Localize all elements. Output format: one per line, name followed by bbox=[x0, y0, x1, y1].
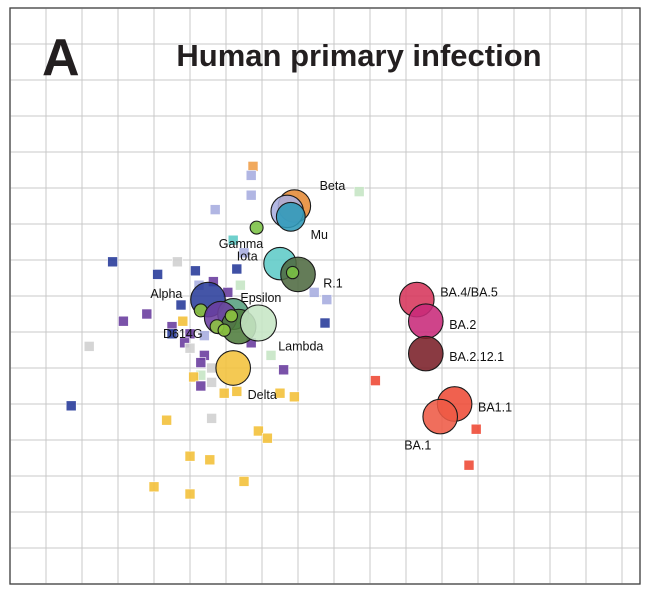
serum-point bbox=[206, 362, 217, 374]
serum-point bbox=[195, 380, 207, 392]
antigen-point bbox=[224, 309, 239, 323]
serum-point bbox=[319, 317, 331, 329]
serum-point bbox=[204, 454, 216, 466]
serum-point bbox=[148, 481, 160, 493]
antigen-point bbox=[275, 201, 306, 232]
antigen-label: Epsilon bbox=[240, 291, 281, 305]
antigen-point bbox=[285, 265, 300, 280]
serum-point bbox=[161, 414, 172, 426]
serum-point bbox=[107, 256, 118, 268]
antigen-label: D614G bbox=[163, 327, 203, 341]
antigen-label: Beta bbox=[320, 179, 346, 193]
serum-point bbox=[65, 400, 77, 412]
serum-point bbox=[238, 476, 250, 487]
serum-point bbox=[177, 315, 189, 327]
serum-point bbox=[235, 279, 246, 291]
serum-point bbox=[253, 425, 264, 437]
antigen-label: BA.1 bbox=[404, 438, 431, 452]
antigen-label: BA1.1 bbox=[478, 401, 512, 415]
chart-title: Human primary infection bbox=[176, 38, 541, 73]
serum-point bbox=[195, 357, 207, 368]
antigen-label: R.1 bbox=[323, 276, 343, 290]
antigen-point bbox=[217, 323, 231, 337]
serum-point bbox=[172, 256, 183, 268]
serum-point bbox=[227, 234, 239, 246]
antigen-point bbox=[215, 350, 252, 386]
serum-point bbox=[262, 432, 273, 444]
serum-point bbox=[278, 364, 289, 376]
serum-point bbox=[308, 287, 320, 298]
antigen-label: Iota bbox=[237, 249, 258, 263]
antigen-label: Delta bbox=[248, 388, 277, 402]
serum-point bbox=[184, 488, 196, 500]
serum-point bbox=[245, 189, 257, 201]
serum-point bbox=[83, 341, 95, 352]
antigen-point bbox=[239, 304, 277, 342]
serum-point bbox=[470, 423, 482, 435]
serum-point bbox=[152, 269, 163, 280]
antigen-points bbox=[190, 189, 473, 435]
serum-point bbox=[209, 204, 221, 215]
serum-point bbox=[353, 186, 365, 197]
antigen-label: BA.2.12.1 bbox=[449, 350, 504, 364]
antigen-label: Gamma bbox=[219, 237, 263, 251]
serum-point bbox=[184, 450, 196, 462]
serum-point bbox=[166, 328, 178, 340]
antigen-point bbox=[422, 398, 459, 435]
serum-point bbox=[231, 386, 243, 397]
serum-point bbox=[247, 161, 259, 172]
panel-letter: A bbox=[42, 29, 80, 87]
serum-point bbox=[231, 263, 243, 275]
serum-point bbox=[206, 413, 217, 424]
serum-point bbox=[206, 377, 217, 388]
antigen-label: Lambda bbox=[278, 339, 323, 353]
serum-point bbox=[218, 387, 230, 399]
serum-point bbox=[265, 350, 277, 361]
plot-border bbox=[9, 7, 641, 585]
serum-point bbox=[179, 337, 190, 349]
serum-point bbox=[463, 459, 475, 471]
serum-point bbox=[184, 342, 196, 354]
serum-point bbox=[245, 170, 257, 181]
serum-point bbox=[141, 308, 153, 320]
serum-point bbox=[188, 371, 199, 383]
serum-point bbox=[190, 265, 201, 277]
serum-point bbox=[238, 247, 250, 259]
antigen-label: BA.4/BA.5 bbox=[440, 285, 498, 299]
antigen-label: BA.2 bbox=[449, 318, 476, 332]
antigen-point bbox=[249, 220, 264, 235]
antigen-label: Mu bbox=[311, 228, 328, 242]
serum-point bbox=[370, 375, 381, 386]
serum-point bbox=[199, 330, 210, 341]
antigen-label: Alpha bbox=[150, 287, 182, 301]
antigen-point bbox=[407, 303, 444, 340]
sera-points bbox=[65, 161, 482, 500]
serum-point bbox=[289, 391, 300, 403]
serum-point bbox=[175, 299, 187, 311]
serum-point bbox=[184, 328, 196, 340]
serum-point bbox=[118, 315, 129, 327]
serum-point bbox=[274, 387, 286, 399]
serum-point bbox=[321, 294, 333, 305]
antigen-point bbox=[407, 335, 444, 372]
